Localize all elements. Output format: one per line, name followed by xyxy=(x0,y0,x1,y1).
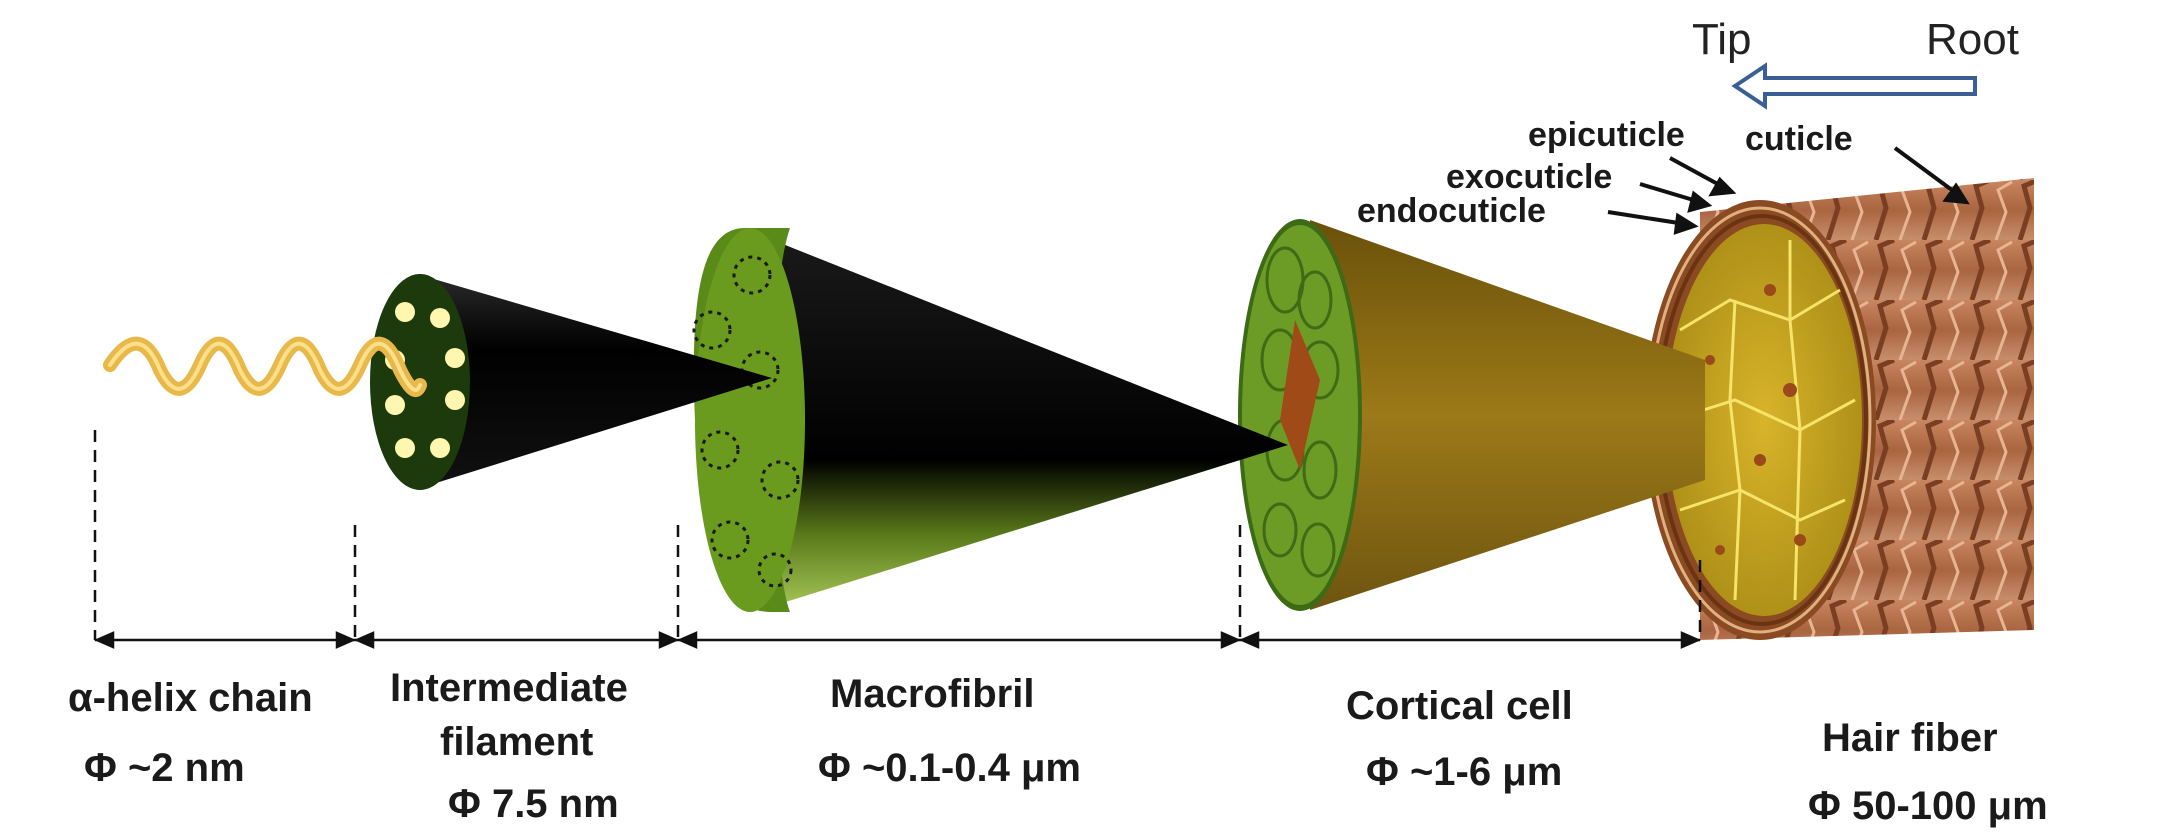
hair-fiber-name: Hair fiber xyxy=(1822,716,1998,760)
cortical-cell-illustration xyxy=(1238,219,1705,611)
direction-arrow xyxy=(1731,62,1977,110)
alpha-helix-size: Φ ~2 nm xyxy=(84,746,245,790)
macrofibril-size: Φ ~0.1-0.4 μm xyxy=(818,746,1081,790)
intermediate-filament-name-line1: Intermediate xyxy=(390,666,628,710)
macrofibril-name: Macrofibril xyxy=(830,672,1035,716)
cortical-cell-size: Φ ~1-6 μm xyxy=(1366,750,1563,794)
root-label: Root xyxy=(1926,15,2019,64)
dimension-lines xyxy=(93,430,1702,649)
epicuticle-label: epicuticle xyxy=(1528,116,1685,154)
endocuticle-label: endocuticle xyxy=(1357,192,1546,230)
hair-fiber-size: Φ 50-100 μm xyxy=(1808,784,2048,828)
intermediate-filament-name-line2: filament xyxy=(440,720,594,764)
alpha-helix-illustration xyxy=(103,336,427,397)
macrofibril-illustration xyxy=(692,228,1288,612)
intermediate-filament-size: Φ 7.5 nm xyxy=(448,782,619,826)
cortical-cell-name: Cortical cell xyxy=(1346,684,1573,728)
hair-fiber-illustration xyxy=(1644,178,2034,640)
exocuticle-label: exocuticle xyxy=(1446,158,1613,196)
alpha-helix-name: α-helix chain xyxy=(68,676,313,720)
cuticle-pointer-arrows xyxy=(1607,146,1970,235)
cuticle-label: cuticle xyxy=(1745,120,1853,158)
tip-label: Tip xyxy=(1692,15,1752,64)
